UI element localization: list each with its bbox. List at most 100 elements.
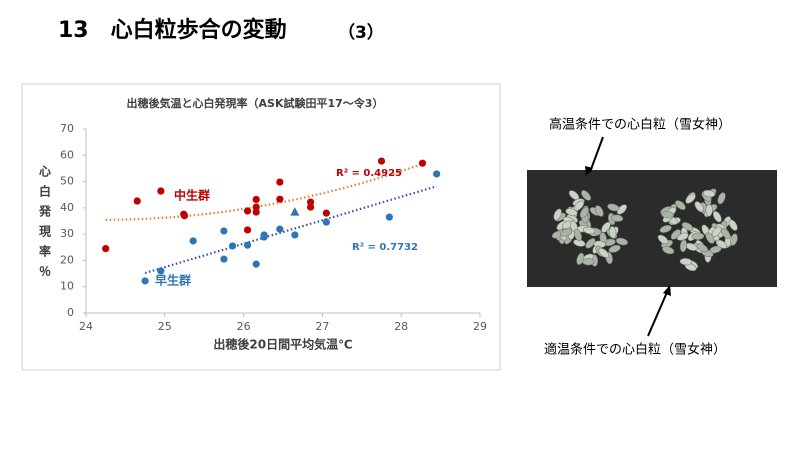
- grain: [657, 234, 669, 245]
- grain: [694, 201, 704, 213]
- point: [157, 187, 165, 195]
- grain: [730, 233, 738, 246]
- photo-caption-top: 高温条件での心白粒（雪女神）: [549, 117, 731, 133]
- grain: [582, 258, 595, 266]
- point: [433, 170, 441, 178]
- x-tick-label: 26: [237, 320, 251, 333]
- point: [133, 197, 141, 205]
- grain: [679, 239, 688, 253]
- point: [252, 208, 260, 216]
- point: [306, 203, 315, 211]
- point: [180, 212, 189, 220]
- point: [243, 207, 252, 215]
- point: [243, 241, 252, 249]
- x-tick-label: 29: [473, 320, 487, 333]
- point: [260, 231, 268, 239]
- point: [141, 277, 149, 285]
- chart-frame: [21, 83, 501, 371]
- grain: [712, 210, 722, 223]
- grain: [595, 205, 604, 217]
- series-label: 早生群: [155, 273, 191, 288]
- grain: [717, 192, 726, 205]
- grain: [553, 208, 562, 221]
- y-tick-label: 10: [60, 280, 74, 293]
- point: [102, 245, 110, 253]
- y-tick-label: 20: [60, 253, 74, 266]
- grain: [662, 246, 675, 255]
- grain: [705, 204, 713, 217]
- chart-title: 出穂後気温と心白発現率（ASK試験田平17～令3）: [127, 96, 384, 110]
- point: [322, 218, 330, 226]
- y-tick-label: 0: [67, 306, 74, 319]
- grain: [728, 219, 738, 231]
- point: [220, 227, 228, 235]
- grain: [585, 238, 596, 249]
- grain: [705, 232, 715, 244]
- grain: [610, 214, 624, 222]
- y-tick-label: 30: [60, 227, 74, 240]
- grain: [576, 252, 585, 265]
- point: [252, 195, 260, 204]
- point: [220, 255, 228, 263]
- grain: [598, 248, 610, 258]
- grain: [696, 243, 709, 253]
- x-tick-label: 27: [315, 320, 329, 333]
- grain: [608, 244, 621, 253]
- point: [276, 195, 284, 203]
- point: [276, 225, 284, 233]
- grain: [670, 229, 681, 240]
- y-tick-label: 50: [60, 175, 74, 188]
- point: [243, 226, 252, 234]
- grain: [609, 226, 617, 239]
- grain: [659, 225, 672, 233]
- arrow-top: [589, 136, 604, 173]
- point: [290, 207, 300, 216]
- point: [276, 178, 284, 186]
- x-axis-label: 出穂後20日間平均気温℃: [213, 337, 352, 352]
- r2-annotation: R² = 0.4925: [336, 168, 402, 179]
- x-tick-label: 28: [394, 320, 408, 333]
- y-axis-label: 心白発現率％: [38, 165, 52, 285]
- point: [228, 242, 237, 250]
- point: [322, 209, 330, 217]
- photo-caption-bottom: 適温条件での心白粒（雪女神）: [544, 342, 726, 358]
- grain: [675, 200, 686, 210]
- grain: [607, 203, 620, 212]
- point: [385, 213, 393, 221]
- grain: [691, 232, 705, 240]
- grain: [715, 239, 728, 249]
- slide-title-suffix: （3）: [338, 22, 384, 43]
- grain: [579, 206, 589, 219]
- grain: [560, 228, 573, 237]
- point: [252, 260, 260, 268]
- grain: [685, 193, 696, 204]
- point: [252, 203, 260, 211]
- point: [291, 231, 299, 239]
- grain: [615, 237, 629, 246]
- grain: [565, 208, 578, 216]
- y-tick-label: 40: [60, 201, 74, 214]
- grain: [573, 229, 582, 242]
- grain: [702, 189, 716, 198]
- grain: [616, 204, 627, 215]
- point: [377, 157, 386, 165]
- rice-grains: [551, 188, 738, 272]
- slide-title: 13 心白粒歩合の変動: [58, 17, 287, 43]
- y-tick-label: 60: [60, 148, 74, 161]
- point: [157, 267, 165, 275]
- point: [306, 198, 315, 206]
- arrow-bottom: [647, 289, 669, 337]
- point: [189, 237, 197, 245]
- y-tick-label: 70: [60, 122, 74, 135]
- series-label: 中生群: [174, 188, 210, 203]
- trendline: [105, 162, 423, 221]
- x-tick-label: 25: [158, 320, 172, 333]
- grain: [573, 200, 585, 211]
- arrow-head: [585, 166, 593, 176]
- point: [418, 159, 427, 167]
- grain: [661, 211, 674, 219]
- r2-annotation: R² = 0.7732: [352, 242, 418, 253]
- trendline: [144, 185, 438, 275]
- grain: [679, 258, 693, 266]
